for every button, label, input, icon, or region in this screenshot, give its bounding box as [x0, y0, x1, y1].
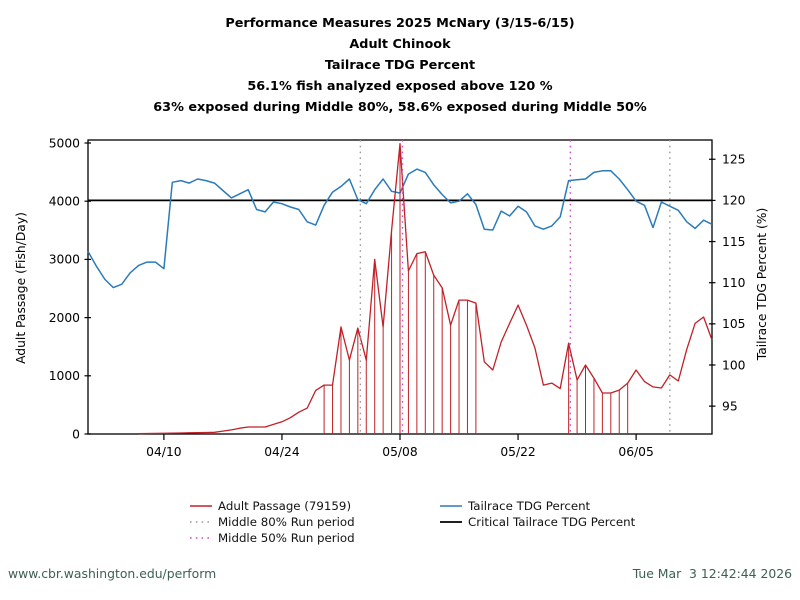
legend-label-adult-passage: Adult Passage (79159)	[218, 499, 351, 513]
x-axis-tick-label: 04/24	[264, 445, 300, 459]
right-axis-tick-label: 100	[722, 358, 745, 372]
left-axis-tick-label: 1000	[49, 369, 80, 383]
right-axis-title: Tailrace TDG Percent (%)	[755, 208, 769, 362]
right-axis-tick-label: 110	[722, 276, 745, 290]
x-axis-tick-label: 06/05	[618, 445, 653, 459]
plot-area: 0 1000 2000 3000 4000 5000 95 100 105 110 115 120 12…	[49, 136, 746, 459]
right-axis-tick-label: 115	[722, 235, 745, 249]
legend-label-tdg: Tailrace TDG Percent	[467, 499, 591, 513]
right-axis-tick-label: 125	[722, 153, 745, 167]
left-axis-tick-label: 0	[72, 427, 80, 441]
left-axis-title: Adult Passage (Fish/Day)	[14, 212, 28, 364]
passage-series-line	[138, 142, 713, 435]
chart-title-line-1: Performance Measures 2025 McNary (3/15-6…	[225, 16, 574, 31]
left-axis-tick-label: 4000	[49, 195, 80, 209]
footer-timestamp: Tue Mar 3 12:42:44 2026	[632, 566, 792, 581]
legend-label-critical-tdg: Critical Tailrace TDG Percent	[468, 515, 636, 529]
left-axis-tick-label: 2000	[49, 311, 80, 325]
left-axis-tick-label: 3000	[49, 253, 80, 267]
x-axis-tick-label: 05/22	[500, 445, 535, 459]
x-axis-tick-label: 05/08	[382, 445, 417, 459]
chart-title-line-5: 63% exposed during Middle 80%, 58.6% exp…	[153, 100, 647, 115]
legend-label-middle-50: Middle 50% Run period	[218, 531, 355, 545]
x-axis-tick-label: 04/10	[146, 445, 181, 459]
chart-title-line-3: Tailrace TDG Percent	[325, 58, 475, 73]
left-axis-tick-label: 5000	[49, 136, 80, 150]
chart-title-line-2: Adult Chinook	[349, 37, 451, 52]
legend-label-middle-80: Middle 80% Run period	[218, 515, 355, 529]
right-axis-tick-label: 95	[722, 399, 738, 413]
chart-title-line-4: 56.1% fish analyzed exposed above 120 %	[247, 79, 552, 94]
footer-url[interactable]: www.cbr.washington.edu/perform	[8, 566, 216, 581]
chart-legend: Adult Passage (79159) Middle 80% Run per…	[190, 499, 636, 545]
right-axis-tick-label: 105	[722, 317, 745, 331]
right-axis-tick-label: 120	[722, 194, 745, 208]
